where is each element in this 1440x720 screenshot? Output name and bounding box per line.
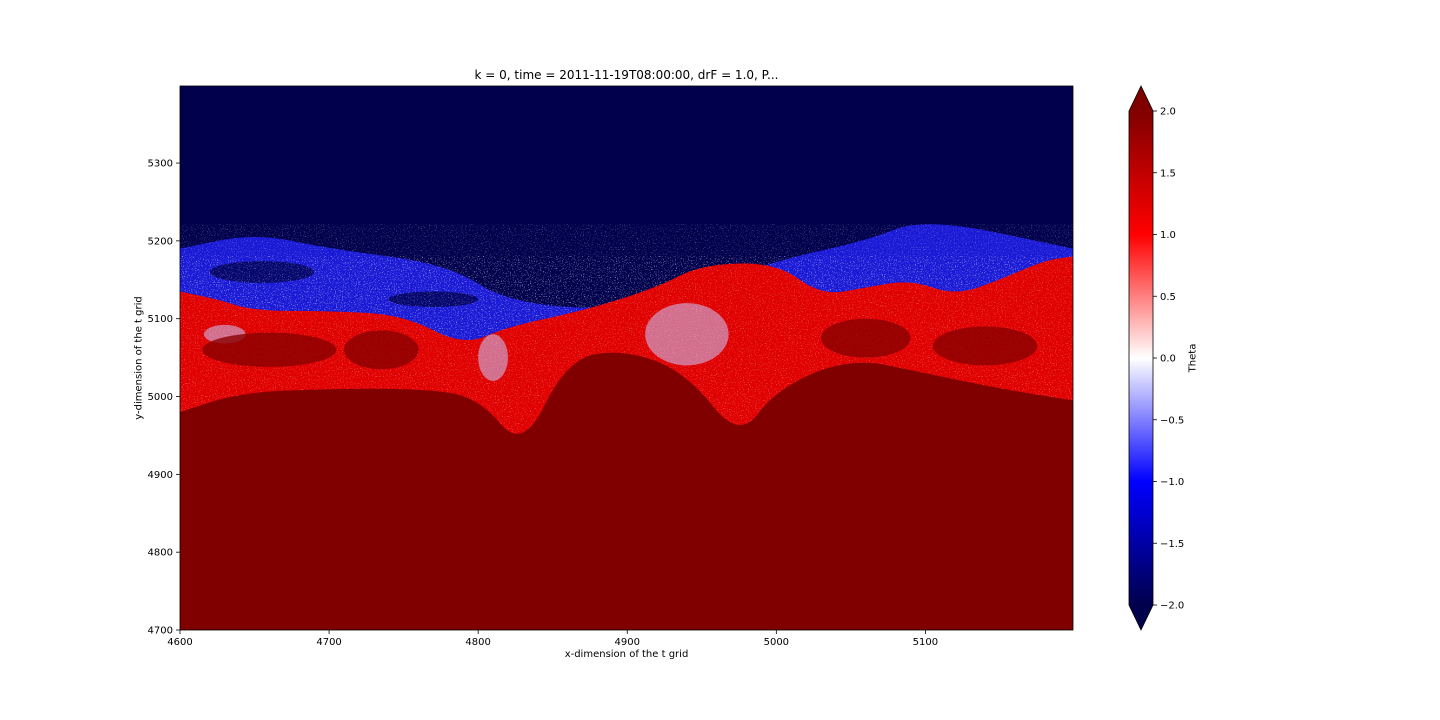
warm-lobe-0 bbox=[202, 332, 337, 367]
y-tick-label: 5300 bbox=[148, 159, 173, 170]
warm-lobe-1 bbox=[343, 330, 419, 370]
x-axis-label: x-dimension of the t grid bbox=[564, 649, 689, 660]
y-tick-label: 5100 bbox=[148, 314, 173, 325]
colorbar-tick-label: 0.5 bbox=[1160, 292, 1176, 303]
plot-frame bbox=[179, 85, 1074, 631]
y-tick-label: 4700 bbox=[148, 626, 173, 637]
y-axis-label: y-dimension of the t grid bbox=[133, 296, 145, 420]
y-tick-label: 5000 bbox=[148, 392, 173, 403]
axes: 4600 4700 4800 4900 5000 51004700480049005000… bbox=[148, 85, 1074, 648]
colorbar-label: Theta bbox=[1187, 343, 1199, 373]
colorbar-tick-label: 1.5 bbox=[1160, 168, 1176, 179]
cold-pocket-0 bbox=[209, 261, 315, 283]
x-tick-label: 4700 bbox=[316, 637, 341, 648]
colorbar-tick-label: −0.5 bbox=[1160, 415, 1184, 426]
mixed-patch-0 bbox=[645, 303, 729, 366]
warm-lobe-2 bbox=[821, 318, 911, 358]
y-tick-label: 5200 bbox=[148, 236, 173, 247]
heatmap-area bbox=[180, 86, 1073, 630]
x-tick-label: 4600 bbox=[167, 637, 192, 648]
colorbar-tick-label: −1.5 bbox=[1160, 539, 1184, 550]
x-tick-label: 4800 bbox=[465, 637, 490, 648]
colorbar-tick-label: 1.0 bbox=[1160, 230, 1176, 241]
colorbar: 2.0 1.5 1.0 0.5 0.0 −0.5 −1.0 −1.5 −2.0 bbox=[1128, 85, 1184, 631]
x-tick-label: 5000 bbox=[764, 637, 789, 648]
colorbar-gradient bbox=[1129, 111, 1153, 605]
mixed-patch-1 bbox=[478, 334, 508, 381]
colorbar-extend-max bbox=[1129, 86, 1153, 111]
plot-title: k = 0, time = 2011-11-19T08:00:00, drF =… bbox=[474, 68, 779, 82]
colorbar-tick-label: −2.0 bbox=[1160, 601, 1184, 612]
warm-region bbox=[180, 352, 1073, 630]
y-tick-label: 4900 bbox=[148, 470, 173, 481]
colorbar-tick-label: 0.0 bbox=[1160, 354, 1176, 365]
colorbar-extend-min bbox=[1129, 605, 1153, 630]
x-tick-label: 5100 bbox=[913, 637, 938, 648]
x-tick-label: 4900 bbox=[615, 637, 640, 648]
colorbar-tick-label: 2.0 bbox=[1160, 107, 1176, 118]
y-tick-label: 4800 bbox=[148, 548, 173, 559]
cold-pocket-1 bbox=[388, 291, 479, 308]
colorbar-tick-label: −1.0 bbox=[1160, 477, 1184, 488]
warm-lobe-3 bbox=[932, 326, 1038, 366]
